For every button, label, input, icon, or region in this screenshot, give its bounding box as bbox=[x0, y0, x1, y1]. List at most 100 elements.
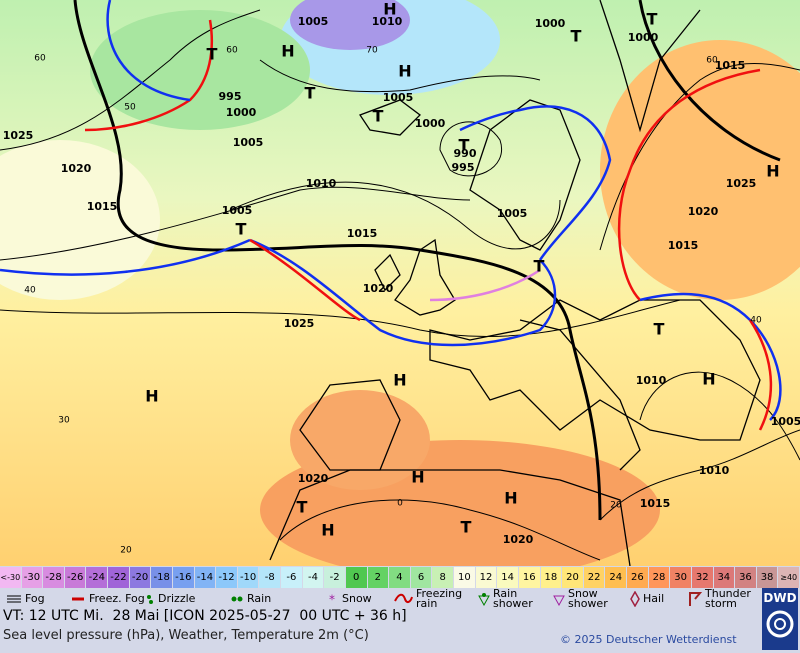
isobar-label: 1010 bbox=[306, 177, 337, 190]
grid-label: 50 bbox=[124, 103, 136, 113]
scale-cell: 22 bbox=[583, 567, 605, 588]
weather-legend-label: Rain bbox=[247, 592, 272, 605]
isobar-label: 1000 bbox=[226, 106, 257, 119]
isobar-label: 1010 bbox=[699, 464, 730, 477]
scale-cell: 36 bbox=[735, 567, 756, 588]
map-labels: 1005 1010 10001000995100010051000102510059… bbox=[3, 0, 800, 556]
isobar-label: 1010 bbox=[636, 374, 667, 387]
scale-cell: -14 bbox=[194, 567, 216, 588]
weather-legend-item: Freez. Fog bbox=[70, 588, 145, 610]
scale-cell: 26 bbox=[627, 567, 648, 588]
isobar-label: 1005 bbox=[233, 136, 264, 149]
weather-legend-label: Snow shower bbox=[568, 587, 608, 610]
scale-cell: -4 bbox=[302, 567, 324, 588]
grid-label: 0 bbox=[397, 499, 403, 509]
isobar-label: 1020 bbox=[503, 533, 534, 546]
scale-cell: 2 bbox=[367, 567, 389, 588]
pressure-center: T bbox=[305, 84, 316, 103]
grid-label: 30 bbox=[58, 416, 70, 426]
cool-area bbox=[90, 10, 310, 130]
isobars bbox=[0, 9, 800, 561]
scale-cell: -26 bbox=[64, 567, 86, 588]
cold-core bbox=[290, 0, 410, 50]
map: 1005 1010 10001000995100010051000102510059… bbox=[0, 0, 800, 566]
isobar-label: 1025 bbox=[726, 177, 757, 190]
scale-cell: 10 bbox=[454, 567, 475, 588]
weather-legend-label: Freezing rain bbox=[416, 587, 463, 610]
isobar-label: 1005 bbox=[298, 15, 329, 28]
weather-legend-item: * Snow bbox=[325, 588, 372, 610]
scale-cell: -28 bbox=[43, 567, 64, 588]
dwd-logo: DWD bbox=[762, 588, 798, 650]
weather-legend-item: Thunder storm bbox=[688, 588, 763, 610]
isobar-label: 1015 bbox=[715, 59, 746, 72]
weather-legend-item: Snow shower bbox=[553, 588, 626, 610]
pressure-center: T bbox=[373, 107, 384, 126]
isobar-label: 1005 bbox=[771, 415, 800, 428]
color-scale: <-30 -30 -28 -26 -24 -22 -20 -18 -16 -14 -12 -10 -8-… bbox=[0, 567, 800, 588]
isobar-label: 1005 bbox=[497, 207, 528, 220]
pressure-center: T bbox=[461, 518, 472, 537]
warm-area bbox=[290, 390, 430, 490]
scale-cell: 6 bbox=[410, 567, 432, 588]
pressure-center: H bbox=[702, 370, 715, 389]
pressure-center: H bbox=[145, 387, 158, 406]
isobar-label: 1020 bbox=[363, 282, 394, 295]
scale-cell: 28 bbox=[648, 567, 670, 588]
pressure-center: T bbox=[647, 10, 658, 29]
pressure-center: H bbox=[398, 62, 411, 81]
isobar-label: 1005 bbox=[383, 91, 414, 104]
scale-cell: -30 bbox=[21, 567, 43, 588]
weather-legend-label: Rain shower bbox=[493, 587, 533, 610]
weather-legend-item: Freezing rain bbox=[393, 588, 474, 610]
scale-cell: -22 bbox=[108, 567, 129, 588]
grid-label: 60 bbox=[34, 54, 46, 64]
main-isobars bbox=[73, 0, 781, 521]
scale-cell: 14 bbox=[497, 567, 518, 588]
pressure-center: T bbox=[297, 498, 308, 517]
scale-cell: <-30 bbox=[0, 567, 21, 588]
scale-cell: 16 bbox=[518, 567, 540, 588]
scale-cell: -24 bbox=[86, 567, 108, 588]
pressure-center: H bbox=[411, 468, 424, 487]
pressure-center: T bbox=[236, 220, 247, 239]
isobar-label: 1025 bbox=[284, 317, 315, 330]
scale-cell: 8 bbox=[432, 567, 454, 588]
grid-label: 60 bbox=[706, 56, 718, 66]
scale-cell: -18 bbox=[151, 567, 172, 588]
pressure-center: T bbox=[654, 320, 665, 339]
pressure-center: T bbox=[207, 45, 218, 64]
isobar-label: 1015 bbox=[640, 497, 671, 510]
isobar-label: 995 bbox=[452, 161, 475, 174]
scale-cell: 0 bbox=[345, 567, 367, 588]
weather-legend-label: Freez. Fog bbox=[89, 592, 145, 605]
weather-legend-item: Rain shower bbox=[478, 588, 551, 610]
scale-cell: -10 bbox=[237, 567, 259, 588]
scale-cell: 20 bbox=[562, 567, 583, 588]
isobar-label: 1005 bbox=[222, 204, 253, 217]
pressure-center: T bbox=[459, 136, 470, 155]
scale-cell: -8 bbox=[259, 567, 281, 588]
scale-cell: -2 bbox=[324, 567, 345, 588]
scale-cell: 34 bbox=[713, 567, 735, 588]
pressure-center: H bbox=[383, 0, 396, 19]
scale-cell: 4 bbox=[389, 567, 410, 588]
logo-icon bbox=[766, 610, 794, 638]
weather-legend-item: Fog bbox=[6, 588, 45, 610]
isobar-label: 1025 bbox=[3, 129, 34, 142]
scale-cell: 30 bbox=[670, 567, 691, 588]
grid-label: 70 bbox=[366, 46, 378, 56]
pressure-center: H bbox=[504, 489, 517, 508]
scale-cell: -20 bbox=[129, 567, 151, 588]
pressure-center: H bbox=[281, 42, 294, 61]
scale-cell: -16 bbox=[172, 567, 194, 588]
copyright: © 2025 Deutscher Wetterdienst bbox=[560, 633, 737, 646]
scale-cell: 38 bbox=[756, 567, 778, 588]
pressure-center: H bbox=[766, 162, 779, 181]
grid-label: 20 bbox=[610, 501, 622, 511]
isobar-label: 1000 bbox=[535, 17, 566, 30]
scale-cell: ≥40 °C bbox=[778, 567, 799, 588]
pressure-center: H bbox=[321, 521, 334, 540]
scale-cell: 18 bbox=[540, 567, 562, 588]
weather-legend-label: Thunder storm bbox=[705, 587, 751, 610]
